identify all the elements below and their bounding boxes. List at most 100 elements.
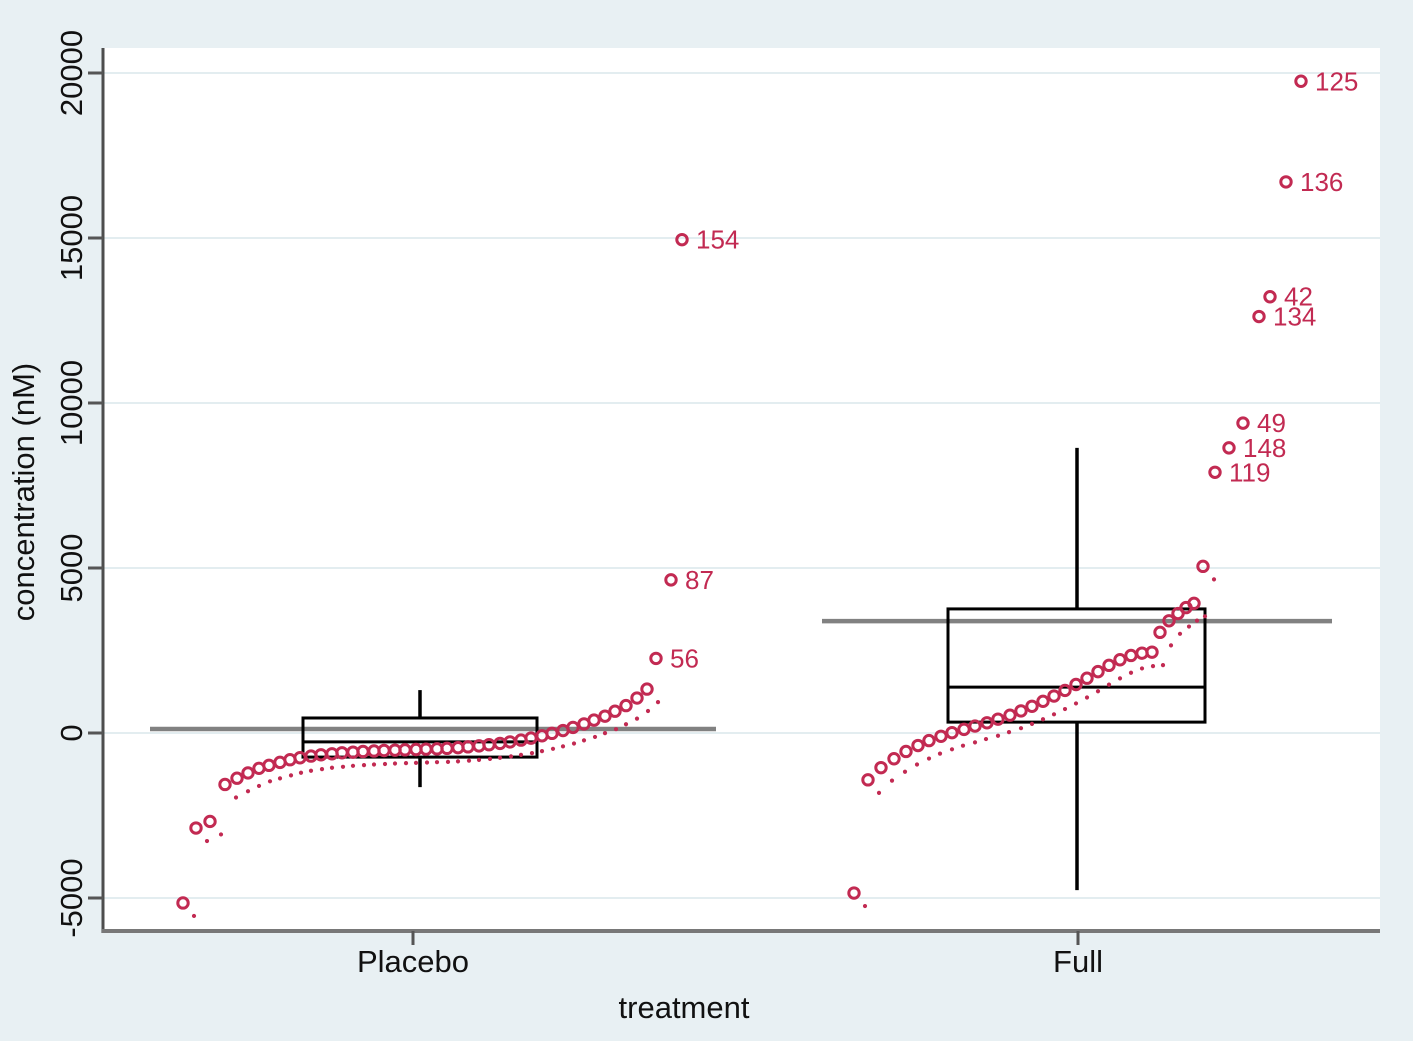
companion-dot	[1029, 721, 1035, 726]
outlier-point	[675, 232, 689, 247]
data-point	[1091, 664, 1105, 679]
companion-dot	[539, 749, 545, 754]
companion-dot	[319, 767, 325, 772]
data-point	[608, 704, 622, 718]
companion-dot	[602, 731, 608, 736]
outlier-label: 119	[1229, 457, 1270, 487]
companion-dot	[204, 838, 210, 844]
companion-dot	[497, 755, 503, 760]
data-point	[899, 744, 913, 759]
data-point	[218, 777, 232, 792]
data-point	[911, 738, 925, 753]
companion-dot	[926, 756, 932, 761]
data-point	[241, 766, 255, 780]
companion-dot	[403, 761, 409, 766]
data-point	[1113, 653, 1127, 667]
data-point	[1069, 677, 1083, 692]
data-point	[980, 716, 994, 730]
companion-dot	[1211, 577, 1217, 582]
data-point	[874, 760, 888, 775]
data-point	[566, 720, 580, 735]
companion-dot	[1186, 624, 1192, 629]
data-point	[1047, 689, 1061, 703]
companion-dot	[1177, 631, 1183, 636]
data-point	[203, 814, 217, 829]
companion-dot	[983, 736, 989, 742]
companion-dot	[560, 744, 566, 749]
companion-dot	[245, 789, 251, 794]
companion-dot	[960, 743, 966, 748]
companion-dot	[645, 708, 651, 714]
companion-dot	[1073, 701, 1079, 706]
companion-dot	[329, 765, 335, 770]
companion-dot	[1095, 689, 1101, 694]
companion-dot	[392, 761, 398, 766]
companion-dot	[914, 762, 920, 767]
x-tick-label-full: Full	[1053, 944, 1103, 979]
companion-dot	[1040, 717, 1046, 722]
data-point	[945, 725, 959, 740]
companion-dot	[1018, 726, 1024, 731]
companion-dot	[1168, 643, 1174, 648]
data-point	[630, 691, 644, 705]
companion-dot	[382, 761, 388, 767]
companion-dot	[623, 722, 629, 727]
companion-dot	[218, 832, 224, 837]
data-point	[1145, 645, 1159, 659]
y-tick-label: 20000	[54, 29, 89, 117]
companion-dot	[550, 746, 556, 751]
companion-dot	[1160, 663, 1166, 668]
companion-dot	[267, 779, 273, 784]
y-tick-label: 15000	[54, 194, 89, 282]
companion-dot	[350, 763, 356, 768]
outlier-label: 148	[1243, 433, 1286, 463]
y-axis-title: concentration (nM)	[6, 362, 41, 622]
outlier-label: 49	[1257, 408, 1286, 438]
data-point	[887, 752, 901, 766]
companion-dot	[340, 764, 346, 769]
companion-dot	[1106, 682, 1112, 687]
y-tick-label: 0	[54, 724, 89, 742]
x-tick-label-placebo: Placebo	[356, 944, 470, 979]
data-point	[230, 771, 244, 785]
data-point	[587, 713, 601, 727]
companion-dot	[655, 700, 661, 705]
companion-dot	[1202, 614, 1208, 619]
data-point	[1025, 699, 1039, 713]
data-point	[176, 896, 190, 910]
companion-dot	[455, 759, 461, 764]
companion-dot	[466, 758, 472, 763]
outlier-label: 125	[1315, 66, 1358, 96]
companion-dot	[995, 733, 1001, 738]
data-point	[1187, 596, 1201, 611]
data-point	[1003, 708, 1017, 722]
data-point	[934, 729, 948, 743]
outlier-point	[1263, 290, 1277, 304]
companion-dot	[592, 734, 598, 740]
companion-dot	[581, 738, 587, 743]
companion-dot	[949, 747, 955, 752]
companion-dot	[876, 790, 882, 795]
companion-dot	[1117, 676, 1123, 681]
data-point	[1162, 614, 1176, 628]
companion-dot	[434, 760, 440, 765]
companion-dot	[1084, 695, 1090, 700]
outlier-point	[1208, 465, 1222, 479]
companion-dot	[529, 750, 535, 756]
companion-dot	[256, 783, 262, 789]
companion-dot	[634, 716, 640, 721]
y-tick-label: 5000	[54, 533, 89, 603]
data-point	[968, 719, 982, 733]
box	[946, 607, 1207, 724]
outlier-label: 154	[696, 225, 739, 255]
x-axis-title: treatment	[618, 990, 750, 1025]
companion-dot	[308, 768, 314, 773]
y-tick-label: -5000	[54, 858, 89, 938]
companion-dot	[937, 751, 943, 756]
companion-dot	[1051, 712, 1057, 717]
companion-dot	[487, 756, 493, 761]
companion-dot	[298, 770, 304, 775]
data-point	[1080, 671, 1094, 685]
